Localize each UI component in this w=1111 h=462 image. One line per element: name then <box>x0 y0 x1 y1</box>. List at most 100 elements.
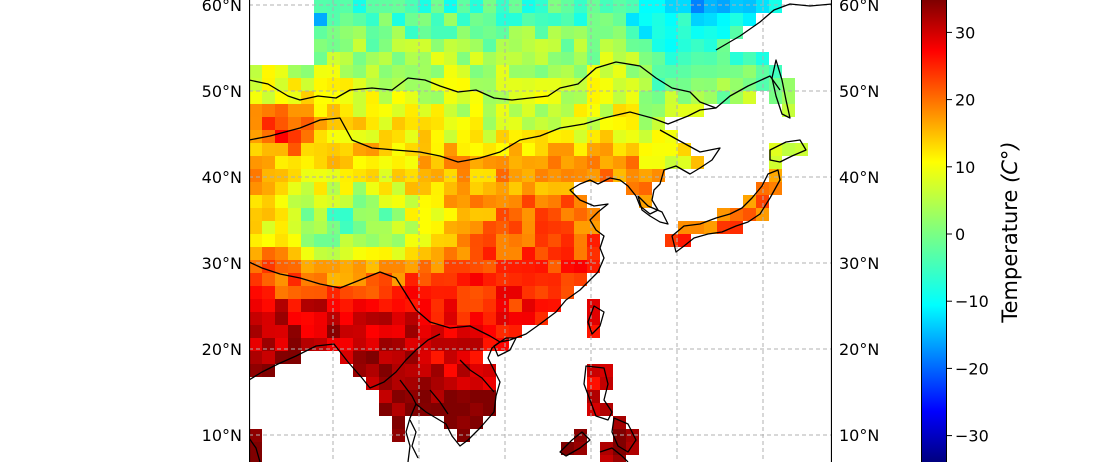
temperature-cell <box>548 169 561 182</box>
temperature-cell <box>457 26 470 39</box>
lat-label-right: 10°N <box>839 426 879 445</box>
temperature-cell <box>379 260 392 273</box>
temperature-cell <box>561 221 574 234</box>
temperature-cell <box>431 104 444 117</box>
temperature-cell <box>314 0 327 13</box>
temperature-cell <box>288 104 301 117</box>
temperature-cell <box>301 91 314 104</box>
temperature-cell <box>457 403 470 416</box>
temperature-cell <box>483 182 496 195</box>
temperature-cell <box>509 65 522 78</box>
temperature-cell <box>288 221 301 234</box>
colorbar-gradient <box>921 0 947 462</box>
temperature-cell <box>392 195 405 208</box>
temperature-cell <box>405 182 418 195</box>
temperature-cell <box>418 351 431 364</box>
temperature-cell <box>340 0 353 13</box>
temperature-cell <box>262 182 275 195</box>
temperature-cell <box>431 13 444 26</box>
temperature-cell <box>522 0 535 13</box>
temperature-cell <box>691 65 704 78</box>
latitude-labels-left: 60°N 50°N 40°N 30°N 20°N 10°N <box>202 0 242 445</box>
temperature-cell <box>561 286 574 299</box>
temperature-cell <box>457 169 470 182</box>
temperature-cell <box>288 143 301 156</box>
temperature-cell <box>691 156 704 169</box>
colorbar-ticks: 30 20 10 0 −10 −20 −30 <box>946 23 989 446</box>
temperature-cell <box>535 0 548 13</box>
temperature-cell <box>587 0 600 13</box>
temperature-cell <box>275 286 288 299</box>
temperature-cell <box>444 52 457 65</box>
temperature-cell <box>483 247 496 260</box>
temperature-cell <box>262 91 275 104</box>
temperature-cell <box>574 78 587 91</box>
temperature-cell <box>392 325 405 338</box>
temperature-cell <box>379 325 392 338</box>
temperature-cell <box>366 299 379 312</box>
temperature-cell <box>405 247 418 260</box>
temperature-cell <box>626 182 639 195</box>
temperature-cell <box>418 0 431 13</box>
temperature-cell <box>379 117 392 130</box>
temperature-cell <box>730 26 743 39</box>
temperature-cell <box>405 325 418 338</box>
temperature-cell <box>405 0 418 13</box>
temperature-cell <box>509 325 522 338</box>
temperature-cell <box>587 143 600 156</box>
temperature-cell <box>574 273 587 286</box>
temperature-cell <box>301 182 314 195</box>
temperature-cell <box>509 0 522 13</box>
temperature-cell <box>275 182 288 195</box>
temperature-cell <box>496 169 509 182</box>
temperature-cell <box>678 52 691 65</box>
temperature-cell <box>262 286 275 299</box>
temperature-cell <box>366 26 379 39</box>
temperature-cell <box>301 65 314 78</box>
temperature-cell <box>717 78 730 91</box>
temperature-cell <box>496 182 509 195</box>
temperature-cell <box>769 91 782 104</box>
temperature-cell <box>301 312 314 325</box>
temperature-cell <box>704 65 717 78</box>
temperature-cell <box>626 26 639 39</box>
temperature-cell <box>509 312 522 325</box>
temperature-cell <box>379 182 392 195</box>
temperature-cell <box>353 52 366 65</box>
temperature-cell <box>444 39 457 52</box>
temperature-cell <box>340 169 353 182</box>
temperature-cell <box>535 260 548 273</box>
temperature-cell <box>379 195 392 208</box>
temperature-cell <box>574 65 587 78</box>
temperature-cell <box>327 13 340 26</box>
temperature-cell <box>496 273 509 286</box>
temperature-cell <box>483 208 496 221</box>
temperature-cell <box>574 0 587 13</box>
temperature-cell <box>275 91 288 104</box>
temperature-cell <box>574 52 587 65</box>
temperature-cell <box>691 26 704 39</box>
lat-label-left: 60°N <box>202 0 242 15</box>
temperature-cell <box>392 416 405 429</box>
temperature-cell <box>457 13 470 26</box>
temperature-cell <box>314 260 327 273</box>
temperature-cell <box>457 78 470 91</box>
temperature-cell <box>613 91 626 104</box>
temperature-cell <box>639 104 652 117</box>
temperature-cell <box>418 91 431 104</box>
temperature-cell <box>626 78 639 91</box>
temperature-cell <box>405 208 418 221</box>
temperature-cell <box>457 364 470 377</box>
temperature-cell <box>587 104 600 117</box>
temperature-cell <box>483 169 496 182</box>
temperature-cell <box>678 0 691 13</box>
temperature-cell <box>561 169 574 182</box>
temperature-cell <box>522 52 535 65</box>
temperature-cell <box>353 169 366 182</box>
temperature-cell <box>366 130 379 143</box>
temperature-cell <box>444 169 457 182</box>
temperature-cell <box>431 390 444 403</box>
temperature-cell <box>522 247 535 260</box>
temperature-cell <box>483 26 496 39</box>
temperature-cell <box>496 0 509 13</box>
